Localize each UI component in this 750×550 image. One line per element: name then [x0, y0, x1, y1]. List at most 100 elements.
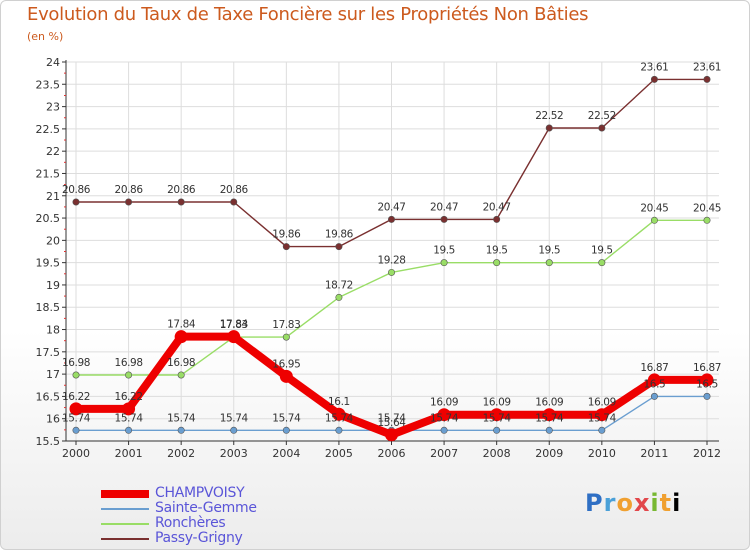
x-tick-label: 2008 [483, 447, 511, 460]
data-point-champvoisy [595, 408, 609, 422]
data-label-champvoisy: 16.22 [115, 391, 143, 403]
x-tick-label: 2002 [167, 447, 195, 460]
y-tick-label: 16 [46, 413, 60, 426]
data-point-passy-grigny [440, 215, 448, 223]
legend-item-sainte-gemme: Sainte-Gemme [101, 501, 257, 516]
x-tick-label: 2009 [535, 447, 563, 460]
data-point-passy-grigny [72, 198, 80, 206]
data-label-ronch-res: 16.98 [62, 357, 90, 369]
y-tick-label: 23 [46, 101, 60, 114]
y-tick-label: 20 [46, 234, 60, 247]
data-label-ronch-res: 19.5 [433, 245, 455, 257]
x-tick-label: 2003 [220, 447, 248, 460]
data-label-ronch-res: 18.72 [325, 279, 353, 291]
data-label-sainte-gemme: 15.74 [62, 412, 91, 424]
legend-item-passy-grigny: Passy-Grigny [101, 531, 257, 546]
data-label-champvoisy: 15.64 [377, 417, 406, 429]
data-point-ronch-res [493, 259, 501, 267]
data-label-sainte-gemme: 15.74 [483, 412, 512, 424]
data-point-passy-grigny [650, 75, 658, 83]
y-tick-label: 19 [46, 279, 60, 292]
data-point-passy-grigny [387, 215, 395, 223]
x-tick-label: 2000 [62, 447, 90, 460]
data-point-champvoisy [385, 428, 398, 442]
y-tick-label: 22 [46, 145, 60, 158]
data-label-passy-grigny: 19.86 [272, 229, 301, 241]
data-label-passy-grigny: 20.47 [377, 201, 405, 213]
data-point-champvoisy [647, 373, 661, 387]
data-label-sainte-gemme: 15.74 [220, 412, 249, 424]
data-label-sainte-gemme: 16.5 [696, 378, 718, 390]
data-label-ronch-res: 16.98 [167, 357, 195, 369]
data-label-passy-grigny: 20.47 [430, 201, 458, 213]
data-point-ronch-res [282, 333, 290, 341]
x-tick-label: 2011 [640, 447, 668, 460]
legend-label-sainte-gemme: Sainte-Gemme [155, 500, 257, 516]
data-label-champvoisy: 17.84 [167, 319, 196, 331]
data-point-ronch-res [545, 259, 553, 267]
data-point-passy-grigny [177, 198, 185, 206]
data-point-passy-grigny [335, 243, 343, 251]
data-point-ronch-res [598, 259, 606, 267]
x-tick-label: 2007 [430, 447, 458, 460]
data-label-sainte-gemme: 15.74 [377, 412, 406, 424]
data-label-passy-grigny: 20.86 [167, 184, 196, 196]
data-label-sainte-gemme: 15.74 [272, 412, 301, 424]
data-label-ronch-res: 19.5 [486, 245, 508, 257]
data-point-champvoisy [542, 408, 556, 422]
y-tick-label: 22.5 [36, 123, 61, 136]
data-label-champvoisy: 16.09 [588, 397, 616, 409]
data-point-champvoisy [69, 402, 83, 416]
data-label-ronch-res: 19.28 [377, 254, 405, 266]
data-label-ronch-res: 17.83 [272, 319, 300, 331]
legend: CHAMPVOISY Sainte-Gemme Ronchères Passy-… [101, 486, 257, 546]
data-point-sainte-gemme [703, 392, 711, 400]
data-point-passy-grigny [282, 243, 290, 251]
line-chart: 15.5 16 16.5 17 17.5 18 18.5 19 19.5 20 20.5 21 21.5… [36, 56, 722, 460]
y-tick-label: 20.5 [36, 212, 61, 225]
data-point-ronch-res [72, 371, 80, 379]
data-point-ronch-res [177, 371, 185, 379]
data-point-ronch-res [125, 371, 133, 379]
data-point-ronch-res [650, 216, 658, 224]
legend-swatch-sainte-gemme [101, 507, 149, 510]
data-point-passy-grigny [598, 124, 606, 132]
data-label-passy-grigny: 20.47 [483, 201, 511, 213]
data-label-passy-grigny: 20.86 [115, 184, 144, 196]
y-tick-label: 16.5 [36, 390, 61, 403]
data-label-passy-grigny: 23.61 [693, 61, 721, 73]
data-label-ronch-res: 20.45 [640, 202, 668, 214]
data-point-champvoisy [174, 330, 188, 344]
data-point-passy-grigny [230, 198, 238, 206]
data-label-passy-grigny: 22.52 [588, 110, 616, 122]
data-point-sainte-gemme [177, 426, 185, 434]
data-label-passy-grigny: 20.86 [220, 184, 249, 196]
data-label-champvoisy: 16.87 [640, 362, 668, 374]
data-point-sainte-gemme [493, 426, 501, 434]
data-label-passy-grigny: 23.61 [640, 61, 668, 73]
legend-label-champvoisy: CHAMPVOISY [155, 485, 245, 501]
data-point-champvoisy [227, 330, 241, 344]
proxiti-logo: Proxiti [585, 489, 682, 517]
y-tick-label: 21.5 [36, 167, 61, 180]
chart-subtitle: (en %) [27, 30, 64, 43]
y-tick-label: 17 [46, 368, 60, 381]
y-tick-label: 23.5 [36, 78, 61, 91]
data-point-sainte-gemme [335, 426, 343, 434]
data-point-sainte-gemme [230, 426, 238, 434]
x-tick-label: 2010 [588, 447, 616, 460]
y-tick-label: 15.5 [36, 435, 61, 448]
data-label-ronch-res: 20.45 [693, 202, 721, 214]
legend-label-passy-grigny: Passy-Grigny [155, 530, 243, 546]
legend-swatch-passy-grigny [101, 537, 149, 540]
data-point-sainte-gemme [125, 426, 133, 434]
data-point-ronch-res [335, 293, 343, 301]
data-label-ronch-res: 19.5 [591, 245, 613, 257]
legend-swatch-champvoisy [101, 489, 149, 498]
data-label-champvoisy: 16.87 [693, 362, 721, 374]
y-tick-label: 19.5 [36, 257, 61, 270]
data-point-sainte-gemme [282, 426, 290, 434]
data-point-sainte-gemme [598, 426, 606, 434]
data-point-champvoisy [700, 373, 714, 387]
data-point-champvoisy [279, 369, 293, 383]
